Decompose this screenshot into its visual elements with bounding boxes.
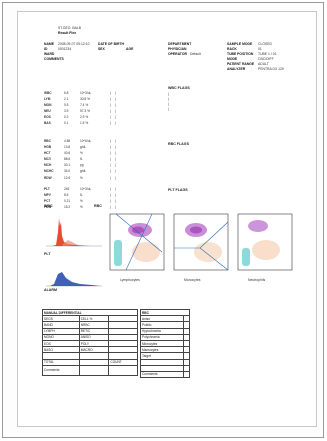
rbc-param-names: RBC HGB HCT MCV MCH MCHC RDW <box>44 139 54 180</box>
manual-diff-cell: COUNT <box>108 358 138 366</box>
label-comments: COMMENTS <box>44 57 64 61</box>
alarm-label: ALARM <box>44 288 57 292</box>
plt-param-marks: | | | | | | | | <box>110 187 117 210</box>
label-sex: SEX <box>98 47 105 51</box>
wbc-histogram-curve <box>52 218 90 246</box>
plt-param-values: 245 8.6 0.21 15.2 <box>64 187 71 210</box>
plt-param-names: PLT MPV PCT PDW <box>44 187 52 210</box>
scatter-plots <box>109 213 293 271</box>
tube-position-value: TUBE 1 / 01 <box>258 52 277 56</box>
wbc-param-names: WBC LYM MON NEU EOS BAS <box>44 91 52 126</box>
label-operator: OPERATOR <box>168 52 187 56</box>
rbc-flags-title: RBC FLAGS <box>168 142 189 146</box>
rbc-histogram <box>46 272 102 287</box>
label-analyzer: ANALYZER <box>227 67 246 71</box>
sample-mode-value: CLOSED <box>258 42 272 46</box>
report-page: ST.GEO. BALB Result Flex NAME 2008-09-07… <box>17 11 317 427</box>
sample-date: 2008-09-07 09:12:10 <box>58 42 90 46</box>
patient-id: 0001234 <box>58 47 72 51</box>
wbc-histogram <box>46 218 102 247</box>
manual-diff-cell <box>108 364 138 376</box>
wbc-flags-lines: | <box>168 92 169 96</box>
morphology-table: RBC Aniso Poikilo Hypochromia Polychromia Mi… <box>139 308 190 379</box>
wbc-flags-lines-4: | <box>168 107 169 111</box>
plt-hist-label: PLT <box>44 252 51 256</box>
label-patient-range: PATIENT RANGE <box>227 62 255 66</box>
label-mode: MODE <box>227 57 238 61</box>
label-id: ID <box>44 47 48 51</box>
wbc-flags-lines-3: | <box>168 102 169 106</box>
manual-diff-cell <box>78 358 110 366</box>
rbc-hist-label: RBC <box>94 204 102 208</box>
report-title: Result Flex <box>58 31 77 35</box>
wbc-hist-label: WBC <box>44 204 53 208</box>
rack-value: 01 <box>258 47 262 51</box>
patient-range-value: ADULT <box>258 62 269 66</box>
morphology-label: Comments <box>139 370 185 379</box>
manual-diff-cell: Comments <box>42 364 80 376</box>
page-frame: ST.GEO. BALB Result Flex NAME 2008-09-07… <box>2 2 324 438</box>
wbc-param-percents: 10^3/uL 30.8 % 7.4 % 57.3 % 2.9 % 1.5 % <box>80 91 92 126</box>
wbc-flags-lines-2: | <box>168 97 169 101</box>
scatter-axis-3: Neutrophils <box>248 278 266 282</box>
plt-flags-title: PLT FLAGS <box>168 188 188 192</box>
mode-value: CBC/DIFF <box>258 57 274 61</box>
scatter-plot-2 <box>173 213 229 271</box>
label-ward: WARD <box>44 52 55 56</box>
plt-param-units: 10^3/uL fL % % <box>80 187 92 210</box>
scatter-plot-3 <box>237 213 293 271</box>
label-rack: RACK <box>227 47 237 51</box>
wbc-param-marks: | | | | | | | | | | | | <box>110 91 117 126</box>
label-dob: DATE OF BIRTH <box>98 42 124 46</box>
label-department: DEPARTMENT <box>168 42 192 46</box>
scatter-axis-1: Lymphocytes <box>120 278 140 282</box>
morphology-row: Comments <box>139 370 190 379</box>
rbc-param-marks: | | | | | | | | | | | | | | <box>110 139 117 180</box>
label-sample-mode: SAMPLE MODE <box>227 42 253 46</box>
label-physician: PHYSICIAN <box>168 47 187 51</box>
scatter-plot-1 <box>109 213 165 271</box>
manual-diff-cell <box>78 364 110 376</box>
operator-value: Default <box>190 52 201 56</box>
scatter-axis-2: Monocytes <box>184 278 201 282</box>
wbc-flags-title: WBC FLAGS <box>168 86 190 90</box>
rbc-histogram-curve <box>50 272 100 286</box>
label-age: AGE <box>126 47 134 51</box>
wbc-param-values: 6.8 2.1 0.5 3.9 0.2 0.1 <box>64 91 69 126</box>
label-name: NAME <box>44 42 54 46</box>
lab-name: ST.GEO. BALB <box>58 26 81 30</box>
manual-diff-row: Comments <box>42 364 138 376</box>
rbc-param-units: 10^6/uL g/dL % fL pg g/dL % <box>80 139 92 180</box>
morphology-value <box>183 370 190 379</box>
label-tube-position: TUBE POSITION <box>227 52 254 56</box>
rbc-param-values: 4.58 13.8 40.6 88.6 30.1 34.0 12.6 <box>64 139 71 180</box>
manual-differential-table: MANUAL DIFFERENTIAL SEGS CELL % BAND NRBC LY… <box>42 308 138 376</box>
manual-diff-row: TOTAL COUNT <box>42 358 138 366</box>
analyzer-value: PENTRA DX 120 <box>258 67 284 71</box>
manual-diff-cell: TOTAL <box>42 358 80 366</box>
